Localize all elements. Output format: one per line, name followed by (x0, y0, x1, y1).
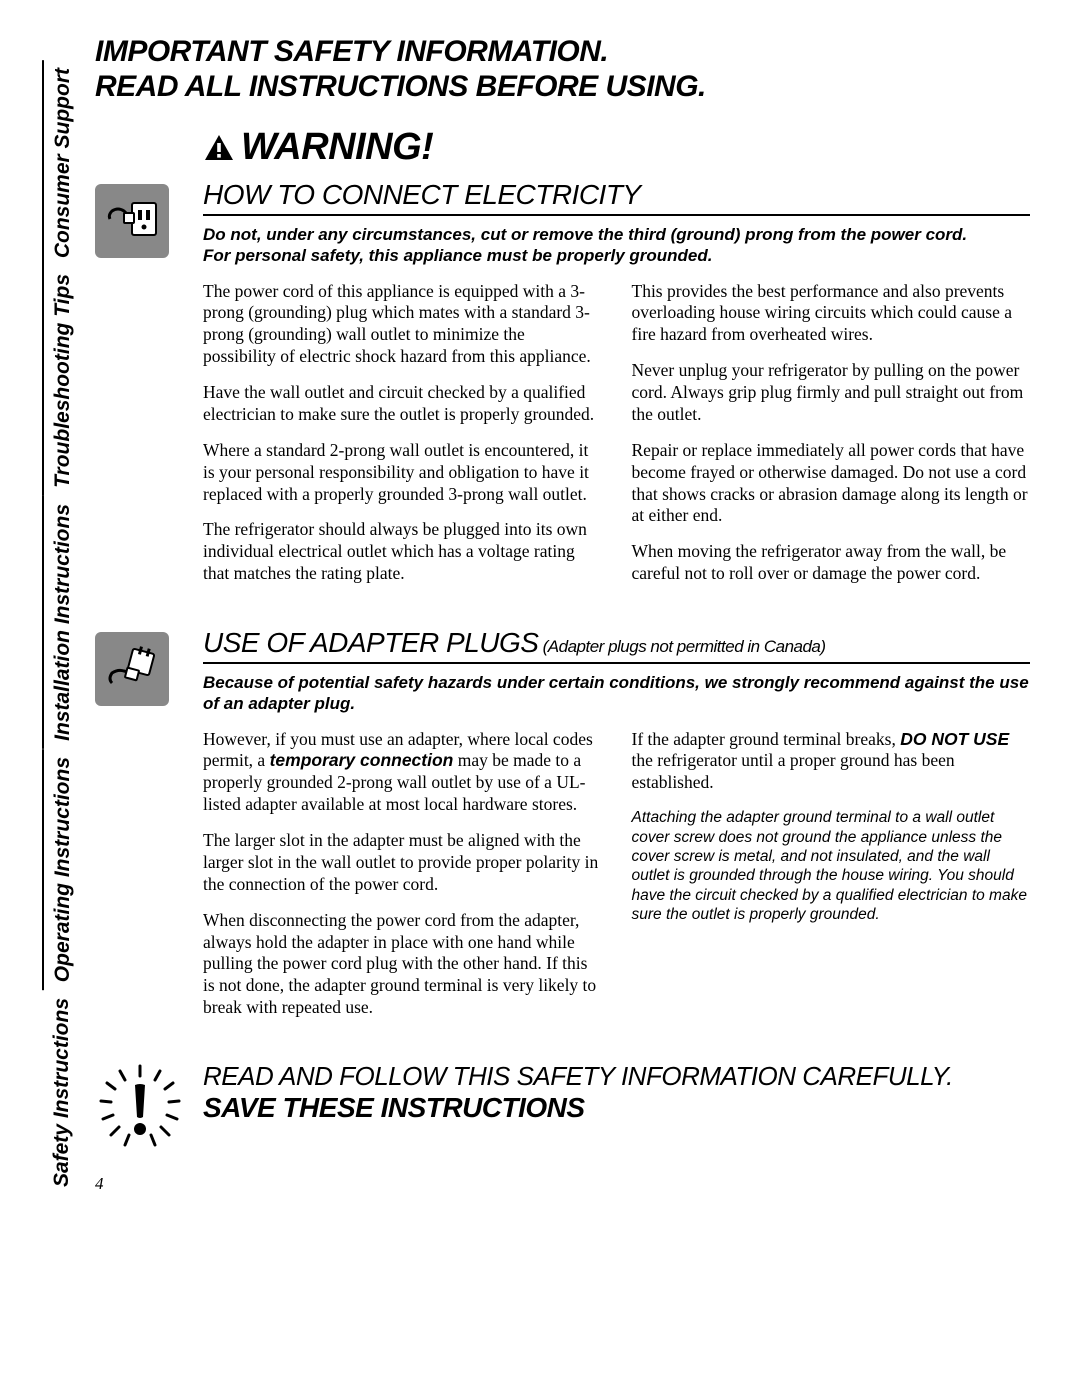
section1-right-col: This provides the best performance and a… (632, 281, 1031, 600)
page-number: 4 (95, 1174, 104, 1194)
intro1: Do not, under any circumstances, cut or … (203, 225, 967, 244)
s2-r-p1c: the refrigerator until a proper ground h… (632, 750, 955, 792)
s2-title-main: USE OF ADAPTER PLUGS (203, 627, 538, 658)
s2-r-p1a: If the adapter ground terminal breaks, (632, 729, 901, 749)
plug-outlet-icon (95, 184, 169, 258)
intro2: For personal safety, this appliance must… (203, 246, 712, 265)
s2-l-p1: However, if you must use an adapter, whe… (203, 729, 602, 817)
section2-intro: Because of potential safety hazards unde… (203, 672, 1030, 715)
header-line1: IMPORTANT SAFETY INFORMATION. (95, 35, 1050, 70)
s1-l-p2: Have the wall outlet and circuit checked… (203, 382, 602, 426)
icon-column-2 (95, 627, 203, 1033)
s2-r-p1: If the adapter ground terminal breaks, D… (632, 729, 1031, 795)
section1-title: HOW TO CONNECT ELECTRICITY (203, 179, 1030, 216)
adapter-plug-icon (95, 632, 169, 706)
page-header: IMPORTANT SAFETY INFORMATION. READ ALL I… (95, 35, 1050, 104)
warning-label: WARNING! (241, 126, 433, 169)
warning-row: WARNING! (203, 126, 1050, 169)
section1-left-col: The power cord of this appliance is equi… (203, 281, 602, 600)
section2-title: USE OF ADAPTER PLUGS (Adapter plugs not … (203, 627, 1030, 664)
s1-l-p4: The refrigerator should always be plugge… (203, 519, 602, 585)
tab-consumer-support[interactable]: Consumer Support (42, 60, 82, 266)
footer-text: READ AND FOLLOW THIS SAFETY INFORMATION … (203, 1061, 953, 1124)
s2-title-sub: (Adapter plugs not permitted in Canada) (538, 637, 825, 656)
s1-r-p1: This provides the best performance and a… (632, 281, 1031, 347)
tab-troubleshooting[interactable]: Troubleshooting Tips (42, 266, 82, 496)
tab-operating[interactable]: Operating Instructions (42, 749, 82, 990)
section-electricity: HOW TO CONNECT ELECTRICITY Do not, under… (95, 179, 1050, 599)
tab-safety[interactable]: Safety Instructions (42, 990, 82, 1195)
footer-line1: READ AND FOLLOW THIS SAFETY INFORMATION … (203, 1061, 953, 1092)
s2-l-p3: When disconnecting the power cord from t… (203, 910, 602, 1019)
s1-r-p2: Never unplug your refrigerator by pullin… (632, 360, 1031, 426)
s2-r-p1b: DO NOT USE (900, 729, 1009, 749)
section2-right-col: If the adapter ground terminal breaks, D… (632, 729, 1031, 1034)
section-adapter: USE OF ADAPTER PLUGS (Adapter plugs not … (95, 627, 1050, 1033)
s2-l-p2: The larger slot in the adapter must be a… (203, 830, 602, 896)
icon-column (95, 179, 203, 599)
header-line2: READ ALL INSTRUCTIONS BEFORE USING. (95, 70, 1050, 105)
s2-r-p2: Attaching the adapter ground terminal to… (632, 808, 1031, 924)
tab-installation[interactable]: Installation Instructions (42, 496, 82, 749)
exclamation-burst-icon (95, 1061, 185, 1151)
s1-r-p3: Repair or replace immediately all power … (632, 440, 1031, 528)
section1-intro: Do not, under any circumstances, cut or … (203, 224, 1030, 267)
warning-triangle-icon (203, 132, 235, 164)
section2-left-col: However, if you must use an adapter, whe… (203, 729, 602, 1034)
side-tabs: Safety Instructions Operating Instructio… (42, 40, 82, 1195)
s2-l-p1b: temporary connection (270, 750, 454, 770)
footer-line2: SAVE THESE INSTRUCTIONS (203, 1092, 953, 1124)
s1-l-p3: Where a standard 2-prong wall outlet is … (203, 440, 602, 506)
footer-section: READ AND FOLLOW THIS SAFETY INFORMATION … (95, 1061, 1050, 1151)
main-content: IMPORTANT SAFETY INFORMATION. READ ALL I… (95, 35, 1050, 1151)
s1-r-p4: When moving the refrigerator away from t… (632, 541, 1031, 585)
s1-l-p1: The power cord of this appliance is equi… (203, 281, 602, 369)
